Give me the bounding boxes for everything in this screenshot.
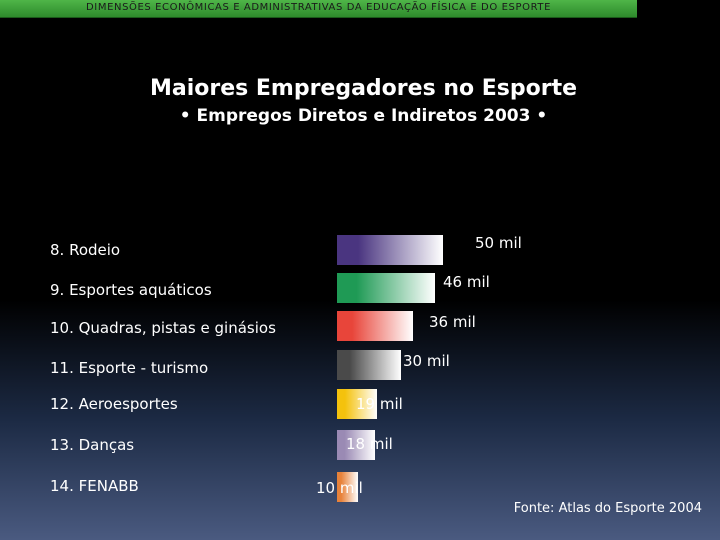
header-text: DIMENSÕES ECONÔMICAS E ADMINISTRATIVAS D… xyxy=(86,2,552,13)
category-label: 10. Quadras, pistas e ginásios xyxy=(50,319,276,337)
category-label: 8. Rodeio xyxy=(50,241,121,259)
header-band: DIMENSÕES ECONÔMICAS E ADMINISTRATIVAS D… xyxy=(0,0,637,18)
chart-title: Maiores Empregadores no Esporte xyxy=(149,76,578,101)
data-label: 50 mil xyxy=(475,234,522,252)
data-label: 36 mil xyxy=(429,313,476,331)
bar xyxy=(337,472,358,502)
bar xyxy=(337,430,375,460)
source-note: Fonte: Atlas do Esporte 2004 xyxy=(513,501,702,516)
category-label: 9. Esportes aquáticos xyxy=(50,281,212,299)
bar xyxy=(337,235,443,265)
category-label: 12. Aeroesportes xyxy=(50,395,178,413)
bar xyxy=(337,273,435,303)
bar xyxy=(337,350,401,380)
data-label: 10 mil xyxy=(316,479,363,497)
category-label: 13. Danças xyxy=(50,436,135,454)
bar xyxy=(337,311,413,341)
header-bar: DIMENSÕES ECONÔMICAS E ADMINISTRATIVAS D… xyxy=(0,0,720,19)
data-label: 46 mil xyxy=(443,273,490,291)
bar xyxy=(337,389,377,419)
data-label: 19 mil xyxy=(356,395,403,413)
chart-subtitle: • Empregos Diretos e Indiretos 2003 • xyxy=(179,106,548,126)
data-label: 18 mil xyxy=(346,435,393,453)
category-label: 14. FENABB xyxy=(50,477,139,495)
category-label: 11. Esporte - turismo xyxy=(50,359,209,377)
data-label: 30 mil xyxy=(403,352,450,370)
